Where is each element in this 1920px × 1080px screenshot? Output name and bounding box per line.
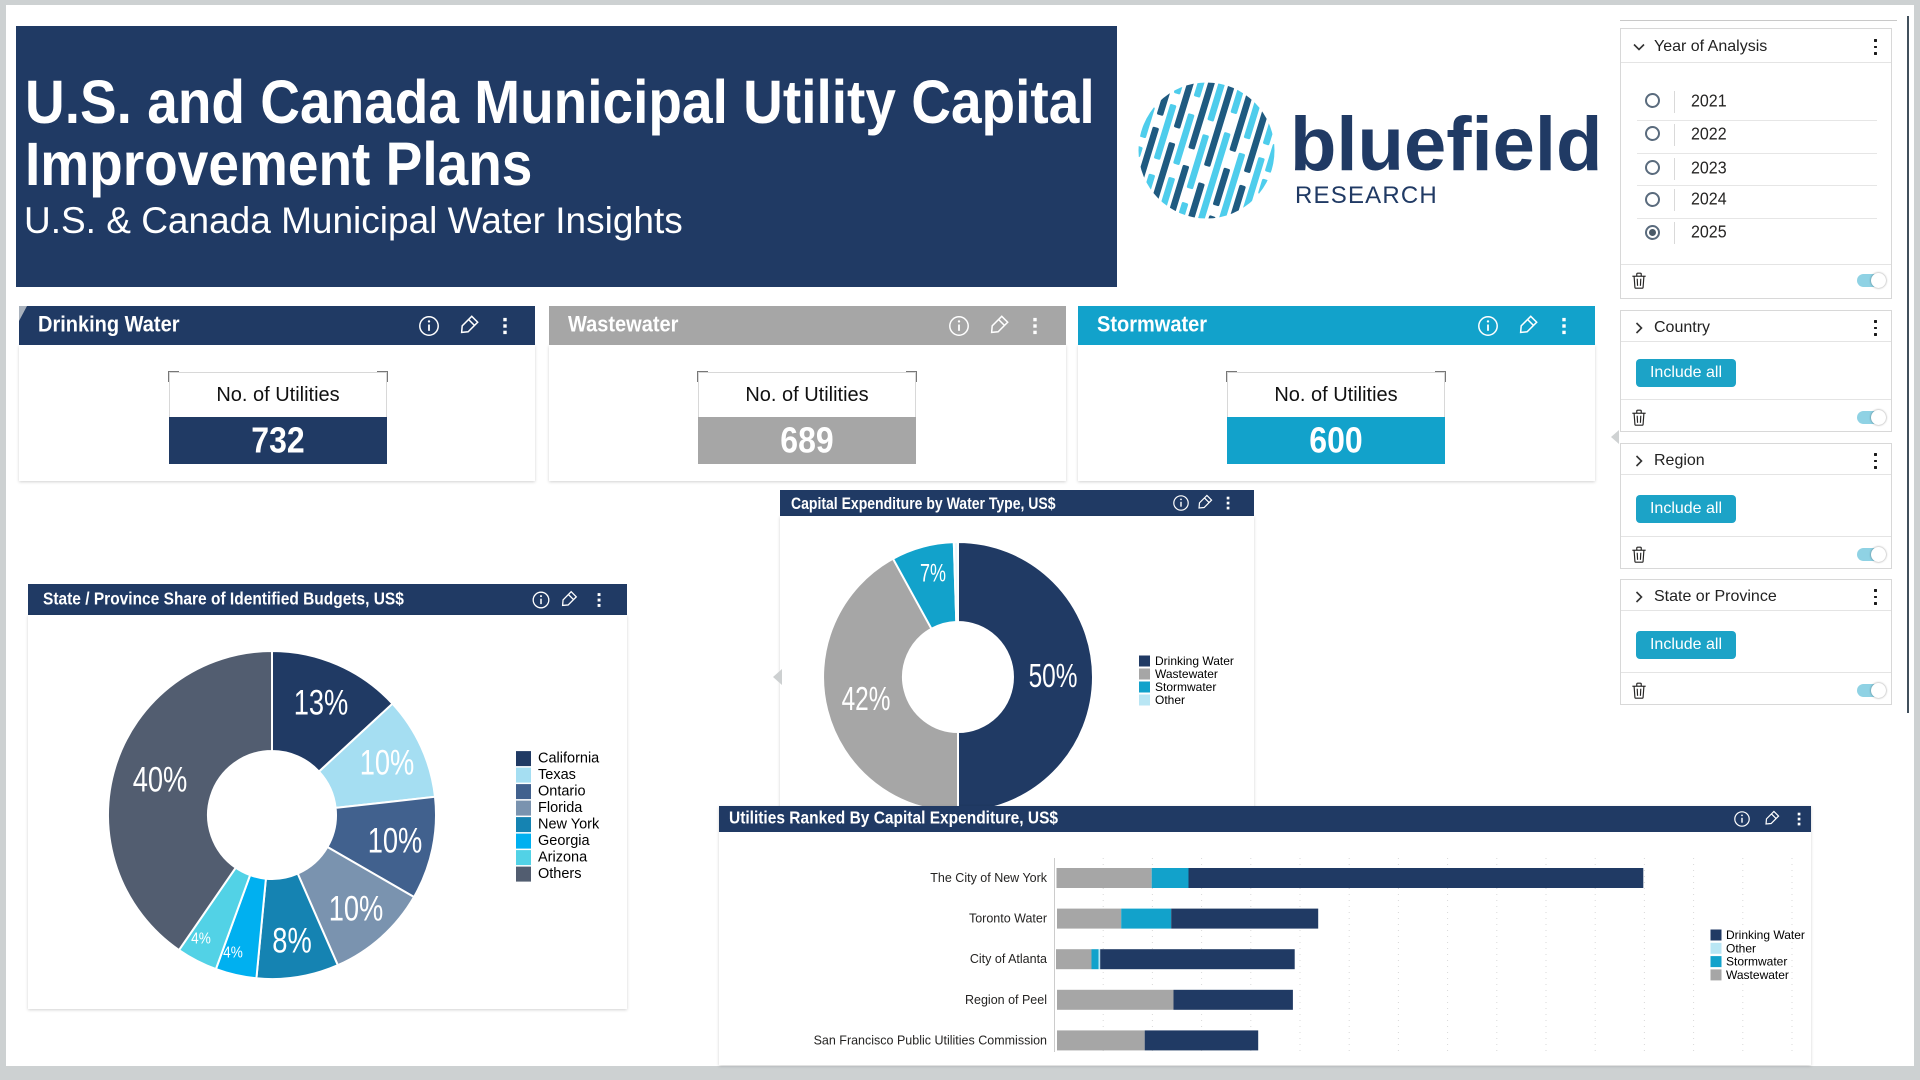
svg-text:Florida: Florida [538, 800, 583, 816]
svg-text:RESEARCH: RESEARCH [1295, 182, 1438, 209]
svg-text:Georgia: Georgia [538, 833, 591, 849]
svg-text:San Francisco Public Utilities: San Francisco Public Utilities Commissio… [814, 1033, 1047, 1047]
svg-text:7%: 7% [920, 559, 946, 588]
svg-text:10%: 10% [329, 889, 384, 928]
svg-text:50%: 50% [1029, 659, 1078, 695]
svg-text:bluefield: bluefield [1290, 102, 1602, 187]
svg-text:California: California [538, 751, 600, 767]
svg-text:Region of Peel: Region of Peel [965, 993, 1047, 1007]
svg-text:13%: 13% [294, 683, 349, 722]
svg-text:Wastewater: Wastewater [1155, 667, 1218, 681]
svg-text:Drinking Water: Drinking Water [1155, 654, 1234, 668]
svg-text:Stormwater: Stormwater [1726, 955, 1787, 969]
svg-text:4%: 4% [191, 930, 211, 947]
svg-text:New York: New York [538, 817, 600, 833]
svg-text:City of Atlanta: City of Atlanta [970, 952, 1047, 966]
svg-text:Other: Other [1155, 693, 1185, 707]
svg-text:10%: 10% [368, 821, 423, 860]
svg-text:Texas: Texas [538, 767, 576, 783]
svg-text:Wastewater: Wastewater [1726, 968, 1789, 982]
svg-text:Toronto Water: Toronto Water [969, 912, 1047, 926]
svg-text:Drinking Water: Drinking Water [1726, 928, 1805, 942]
svg-text:Others: Others [538, 866, 582, 882]
svg-text:10%: 10% [360, 743, 415, 782]
svg-text:4%: 4% [223, 944, 243, 961]
svg-text:Ontario: Ontario [538, 784, 586, 800]
svg-text:40%: 40% [133, 760, 188, 799]
svg-text:Arizona: Arizona [538, 850, 588, 866]
svg-text:Stormwater: Stormwater [1155, 680, 1216, 694]
svg-text:Other: Other [1726, 941, 1756, 955]
svg-text:8%: 8% [272, 921, 311, 960]
svg-text:42%: 42% [842, 682, 891, 718]
svg-text:The City of New York: The City of New York [930, 871, 1047, 885]
